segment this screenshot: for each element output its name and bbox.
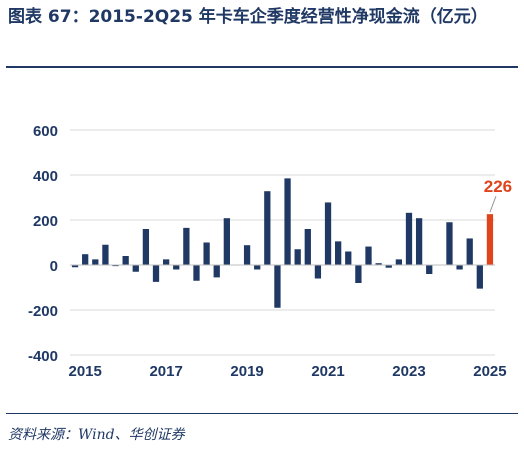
bar	[355, 265, 362, 283]
bar	[314, 265, 322, 279]
bar	[304, 229, 311, 265]
bar	[82, 254, 89, 265]
bar	[294, 249, 301, 265]
bar	[284, 178, 291, 265]
bar	[375, 263, 382, 265]
x-tick-label: 2015	[68, 363, 101, 380]
y-tick-label: 200	[33, 213, 58, 230]
bar	[92, 259, 99, 265]
y-tick-label: 400	[33, 168, 58, 185]
bar	[254, 265, 261, 270]
bar	[203, 242, 210, 265]
bar-highlight	[486, 214, 494, 265]
bar	[476, 265, 483, 289]
bar	[324, 202, 332, 265]
chart-title: 图表 67：2015-2Q25 年卡车企季度经营性净现金流（亿元）	[8, 7, 488, 27]
bar	[365, 246, 372, 265]
y-tick-label: 0	[50, 258, 58, 275]
bar	[264, 191, 271, 265]
bar	[71, 265, 79, 268]
bar	[345, 251, 352, 265]
bar	[132, 265, 139, 272]
bar	[183, 227, 190, 265]
bar	[102, 244, 109, 265]
bar	[213, 265, 220, 278]
x-tick-label: 2023	[392, 363, 425, 380]
y-tick-label: 600	[33, 123, 58, 140]
bar	[385, 265, 392, 268]
bar	[335, 241, 342, 265]
x-tick-label: 2025	[473, 363, 506, 380]
bar	[243, 245, 251, 265]
bar	[466, 238, 473, 265]
y-tick-label: -400	[28, 348, 58, 365]
data-label-highlight: 226	[484, 177, 512, 196]
bar	[112, 265, 119, 267]
bar	[405, 212, 413, 265]
bar	[142, 229, 150, 265]
source-note: 资料来源：Wind、华创证券	[8, 427, 185, 443]
y-tick-label: -200	[28, 303, 58, 320]
x-tick-label: 2021	[311, 363, 344, 380]
footer-divider	[6, 413, 518, 414]
bar	[223, 218, 230, 265]
bar	[415, 218, 423, 265]
bar	[193, 265, 200, 281]
bar	[446, 222, 453, 265]
title-divider	[6, 66, 518, 68]
callout-leader	[489, 195, 497, 213]
x-tick-label: 2019	[230, 363, 263, 380]
bar	[162, 259, 170, 265]
bar	[274, 265, 281, 308]
bar	[395, 259, 403, 265]
bar	[426, 265, 433, 274]
bar	[456, 265, 463, 270]
bar	[122, 256, 129, 265]
x-tick-label: 2017	[149, 363, 182, 380]
bar	[152, 265, 160, 282]
bar	[173, 265, 180, 270]
